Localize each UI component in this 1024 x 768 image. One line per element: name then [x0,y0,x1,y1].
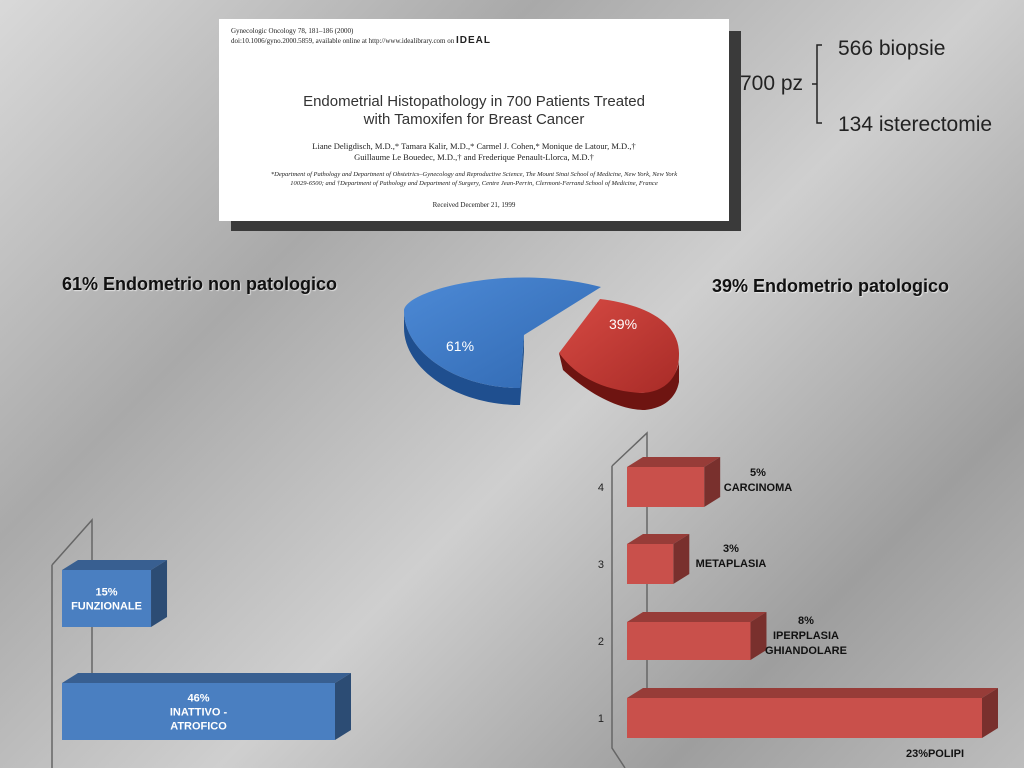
pathologic-bar-label-2: IPERPLASIA [773,630,839,642]
pathologic-tick-2: 2 [598,636,604,648]
non-pathologic-bar-label-1: INATTIVO - [170,707,228,719]
non-pathologic-bar-label-1: ATROFICO [170,721,227,733]
pathologic-bar-2-top [627,612,767,622]
ideal-logo: IDEAL [456,35,491,46]
pathologic-bar-1-top [627,688,998,698]
pathologic-bar-1-side [982,688,998,738]
paper-received: Received December 21, 1999 [432,201,516,209]
non-pathologic-bar-2-side [151,560,168,627]
pathologic-bar-label-3: METAPLASIA [696,558,767,570]
non-pathologic-axis-wall [51,518,93,768]
pathologic-tick-1: 1 [598,713,604,725]
pathologic-bar-label-4: CARCINOMA [724,482,792,494]
heading-non-pathologic: 61% Endometrio non patologico [62,274,338,294]
pie-label-39: 39% [609,316,637,332]
pathologic-bar-2-side [750,612,767,660]
pathologic-bar-3-top [627,534,690,544]
pathologic-bar-2 [627,612,767,660]
non-pathologic-bar-2-top [62,560,168,570]
non-pathologic-bar-chart: 46% INATTIVO - ATROFICO 15% FUNZIONALE [51,518,351,768]
non-pathologic-bar-label-2: 15% [95,587,117,599]
pie-slice-red-side [559,353,679,410]
pathologic-bar-chart: 1 23%POLIPI 2 8% IPERPLASIA GHIANDOLARE 3 3% MET… [598,431,998,768]
paper-affiliation-line2: 10029-6500; and †Department of Pathology… [290,180,658,187]
pathologic-bar-label-4: 5% [750,467,766,479]
paper-affiliation-line1: *Department of Pathology and Department … [270,171,678,178]
non-pathologic-bar-2 [62,560,168,627]
non-pathologic-bar-1-front [62,683,335,740]
non-pathologic-bar-1-top [62,673,351,683]
total-patients: 700 pz [740,72,804,95]
pathologic-bar-label-2: 8% [798,615,814,627]
paper-excerpt: Gynecologic Oncology 78, 181–186 (2000) … [219,19,729,221]
paper-citation-line1: Gynecologic Oncology 78, 181–186 (2000) [231,27,354,35]
pathologic-bar-label-1: 23%POLIPI [906,748,964,760]
hysterectomies-count: 134 isterectomie [838,113,993,136]
biopsies-count: 566 biopsie [838,37,946,60]
pathologic-bar-label-3: 3% [723,543,739,555]
paper-title-line2: with Tamoxifen for Breast Cancer [363,111,585,128]
paper-authors-line1: Liane Deligdisch, M.D.,* Tamara Kalir, M… [312,141,636,151]
pathologic-bar-1-front [627,698,982,738]
pie-slice-39 [559,299,680,393]
pathologic-bar-label-2: GHIANDOLARE [765,645,847,657]
pathologic-bar-1 [627,688,998,738]
non-pathologic-bar-label-2: FUNZIONALE [71,601,142,613]
paper-citation-line2: doi:10.1006/gyno.2000.5859, available on… [231,36,491,46]
pathologic-bar-3-front [627,544,674,584]
pie-slice-blue-side [404,311,520,405]
pathologic-tick-3: 3 [598,559,604,571]
pathologic-bar-4 [627,457,721,507]
pathologic-bar-4-side [704,457,721,507]
non-pathologic-bar-2-front [62,570,152,627]
pie-chart: 61% 39% [404,277,680,410]
pathologic-bar-2-front [627,622,751,660]
paper-authors-line2: Guillaume Le Bouedec, M.D.,† and Frederi… [354,152,594,162]
pathologic-bar-4-top [627,457,721,467]
non-pathologic-bar-label-1: 46% [187,693,209,705]
pathologic-bar-4-front [627,467,705,507]
paper-citation-url: doi:10.1006/gyno.2000.5859, available on… [231,37,455,45]
pie-slice-blue-edge [520,335,524,405]
pie-label-61: 61% [446,338,474,354]
summary-bracket [812,44,822,124]
paper-title-line1: Endometrial Histopathology in 700 Patien… [303,93,645,110]
pie-slice-61 [404,277,601,388]
heading-pathologic: 39% Endometrio patologico [712,276,950,296]
non-pathologic-bar-1-side [335,673,351,740]
pathologic-tick-4: 4 [598,482,604,494]
pathologic-bar-3 [627,534,690,584]
non-pathologic-bar-1 [62,673,351,740]
pathologic-bar-3-side [673,534,690,584]
